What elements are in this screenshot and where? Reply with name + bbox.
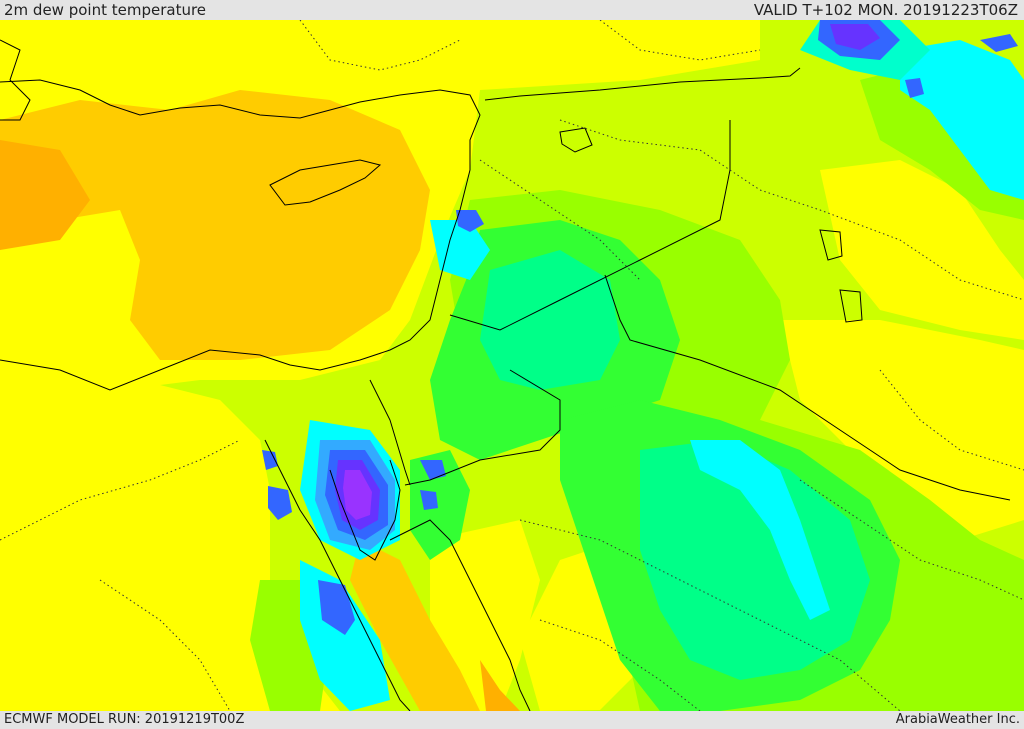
credit: ArabiaWeather Inc. [895,712,1020,727]
header-bar: 2m dew point temperature VALID T+102 MON… [0,0,1024,20]
field-green [410,220,900,711]
admin-boundaries [0,20,1024,711]
map-title: 2m dew point temperature [4,1,207,19]
coastlines [0,39,863,711]
field-orange [0,90,520,711]
dewpoint-map [0,20,1024,711]
model-run: ECMWF MODEL RUN: 20191219T00Z [4,712,245,727]
field-blue [262,20,1018,635]
valid-time: VALID T+102 MON. 20191223T06Z [753,1,1018,19]
borders [369,67,1011,501]
footer-bar: ECMWF MODEL RUN: 20191219T00Z ArabiaWeat… [0,711,1024,729]
